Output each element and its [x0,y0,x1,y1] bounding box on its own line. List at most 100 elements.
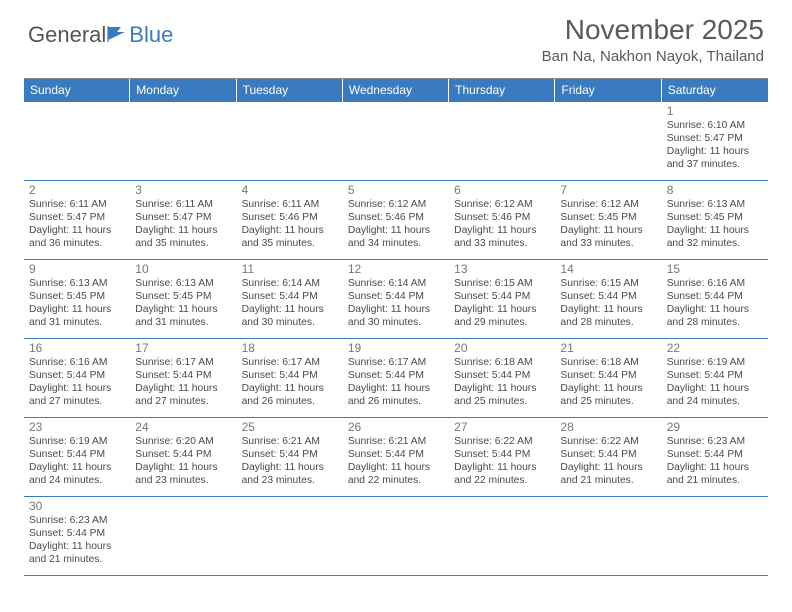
logo-text-general: General [28,22,106,48]
calendar: SundayMondayTuesdayWednesdayThursdayFrid… [24,78,768,576]
sunset-text: Sunset: 5:44 PM [667,449,763,462]
daylight-text: Daylight: 11 hours and 33 minutes. [560,225,656,251]
sunrise-text: Sunrise: 6:19 AM [667,357,763,370]
weekday-header: Friday [555,79,661,102]
sunset-text: Sunset: 5:44 PM [560,449,656,462]
daylight-text: Daylight: 11 hours and 27 minutes. [135,383,231,409]
daylight-text: Daylight: 11 hours and 27 minutes. [29,383,125,409]
sunset-text: Sunset: 5:44 PM [454,449,550,462]
daylight-text: Daylight: 11 hours and 21 minutes. [667,462,763,488]
sunset-text: Sunset: 5:46 PM [454,212,550,225]
sunset-text: Sunset: 5:45 PM [667,212,763,225]
calendar-day-empty [662,497,768,575]
sunrise-text: Sunrise: 6:20 AM [135,436,231,449]
calendar-day: 15Sunrise: 6:16 AMSunset: 5:44 PMDayligh… [662,260,768,338]
day-number: 18 [242,341,338,356]
calendar-day: 16Sunrise: 6:16 AMSunset: 5:44 PMDayligh… [24,339,130,417]
day-number: 8 [667,183,763,198]
sunset-text: Sunset: 5:44 PM [29,449,125,462]
calendar-day: 14Sunrise: 6:15 AMSunset: 5:44 PMDayligh… [555,260,661,338]
daylight-text: Daylight: 11 hours and 21 minutes. [29,541,125,567]
daylight-text: Daylight: 11 hours and 28 minutes. [560,304,656,330]
day-number: 20 [454,341,550,356]
sunset-text: Sunset: 5:44 PM [242,291,338,304]
calendar-day: 13Sunrise: 6:15 AMSunset: 5:44 PMDayligh… [449,260,555,338]
day-number: 12 [348,262,444,277]
calendar-day: 8Sunrise: 6:13 AMSunset: 5:45 PMDaylight… [662,181,768,259]
calendar-day: 28Sunrise: 6:22 AMSunset: 5:44 PMDayligh… [555,418,661,496]
day-number: 2 [29,183,125,198]
sunset-text: Sunset: 5:44 PM [29,528,125,541]
daylight-text: Daylight: 11 hours and 35 minutes. [242,225,338,251]
sunset-text: Sunset: 5:46 PM [348,212,444,225]
day-number: 3 [135,183,231,198]
sunrise-text: Sunrise: 6:22 AM [454,436,550,449]
sunset-text: Sunset: 5:44 PM [560,370,656,383]
sunrise-text: Sunrise: 6:12 AM [560,199,656,212]
sunrise-text: Sunrise: 6:13 AM [135,278,231,291]
calendar-day: 27Sunrise: 6:22 AMSunset: 5:44 PMDayligh… [449,418,555,496]
daylight-text: Daylight: 11 hours and 30 minutes. [348,304,444,330]
sunset-text: Sunset: 5:44 PM [454,370,550,383]
daylight-text: Daylight: 11 hours and 31 minutes. [135,304,231,330]
sunrise-text: Sunrise: 6:17 AM [348,357,444,370]
sunrise-text: Sunrise: 6:16 AM [29,357,125,370]
day-number: 7 [560,183,656,198]
calendar-day: 22Sunrise: 6:19 AMSunset: 5:44 PMDayligh… [662,339,768,417]
weekday-header: Wednesday [343,79,449,102]
sunset-text: Sunset: 5:44 PM [667,291,763,304]
page-header: General Blue November 2025 Ban Na, Nakho… [0,0,792,72]
day-number: 9 [29,262,125,277]
calendar-day: 10Sunrise: 6:13 AMSunset: 5:45 PMDayligh… [130,260,236,338]
sunrise-text: Sunrise: 6:15 AM [560,278,656,291]
calendar-day-empty [130,497,236,575]
daylight-text: Daylight: 11 hours and 23 minutes. [242,462,338,488]
sunrise-text: Sunrise: 6:11 AM [29,199,125,212]
day-number: 19 [348,341,444,356]
sunrise-text: Sunrise: 6:14 AM [242,278,338,291]
calendar-week: 23Sunrise: 6:19 AMSunset: 5:44 PMDayligh… [24,418,768,497]
weekday-header: Tuesday [237,79,343,102]
sunrise-text: Sunrise: 6:11 AM [135,199,231,212]
day-number: 22 [667,341,763,356]
daylight-text: Daylight: 11 hours and 34 minutes. [348,225,444,251]
weekday-header: Thursday [449,79,555,102]
day-number: 11 [242,262,338,277]
daylight-text: Daylight: 11 hours and 28 minutes. [667,304,763,330]
calendar-day: 7Sunrise: 6:12 AMSunset: 5:45 PMDaylight… [555,181,661,259]
weekday-header: Saturday [662,79,768,102]
day-number: 29 [667,420,763,435]
day-number: 24 [135,420,231,435]
daylight-text: Daylight: 11 hours and 24 minutes. [667,383,763,409]
sunrise-text: Sunrise: 6:14 AM [348,278,444,291]
calendar-day: 11Sunrise: 6:14 AMSunset: 5:44 PMDayligh… [237,260,343,338]
day-number: 16 [29,341,125,356]
day-number: 28 [560,420,656,435]
sunrise-text: Sunrise: 6:19 AM [29,436,125,449]
sunset-text: Sunset: 5:44 PM [348,291,444,304]
calendar-day: 5Sunrise: 6:12 AMSunset: 5:46 PMDaylight… [343,181,449,259]
sunrise-text: Sunrise: 6:18 AM [560,357,656,370]
calendar-day: 23Sunrise: 6:19 AMSunset: 5:44 PMDayligh… [24,418,130,496]
page-subtitle: Ban Na, Nakhon Nayok, Thailand [542,48,764,65]
sunset-text: Sunset: 5:46 PM [242,212,338,225]
daylight-text: Daylight: 11 hours and 31 minutes. [29,304,125,330]
sunrise-text: Sunrise: 6:21 AM [348,436,444,449]
calendar-week: 1Sunrise: 6:10 AMSunset: 5:47 PMDaylight… [24,102,768,181]
weekday-header: Sunday [24,79,130,102]
sunset-text: Sunset: 5:44 PM [348,370,444,383]
daylight-text: Daylight: 11 hours and 23 minutes. [135,462,231,488]
sunrise-text: Sunrise: 6:12 AM [454,199,550,212]
sunset-text: Sunset: 5:47 PM [29,212,125,225]
daylight-text: Daylight: 11 hours and 22 minutes. [348,462,444,488]
calendar-day: 21Sunrise: 6:18 AMSunset: 5:44 PMDayligh… [555,339,661,417]
sunrise-text: Sunrise: 6:21 AM [242,436,338,449]
daylight-text: Daylight: 11 hours and 24 minutes. [29,462,125,488]
calendar-week: 9Sunrise: 6:13 AMSunset: 5:45 PMDaylight… [24,260,768,339]
calendar-day-empty [343,102,449,180]
day-number: 6 [454,183,550,198]
calendar-body: 1Sunrise: 6:10 AMSunset: 5:47 PMDaylight… [24,102,768,576]
calendar-day-empty [343,497,449,575]
day-number: 1 [667,104,763,119]
calendar-day: 17Sunrise: 6:17 AMSunset: 5:44 PMDayligh… [130,339,236,417]
